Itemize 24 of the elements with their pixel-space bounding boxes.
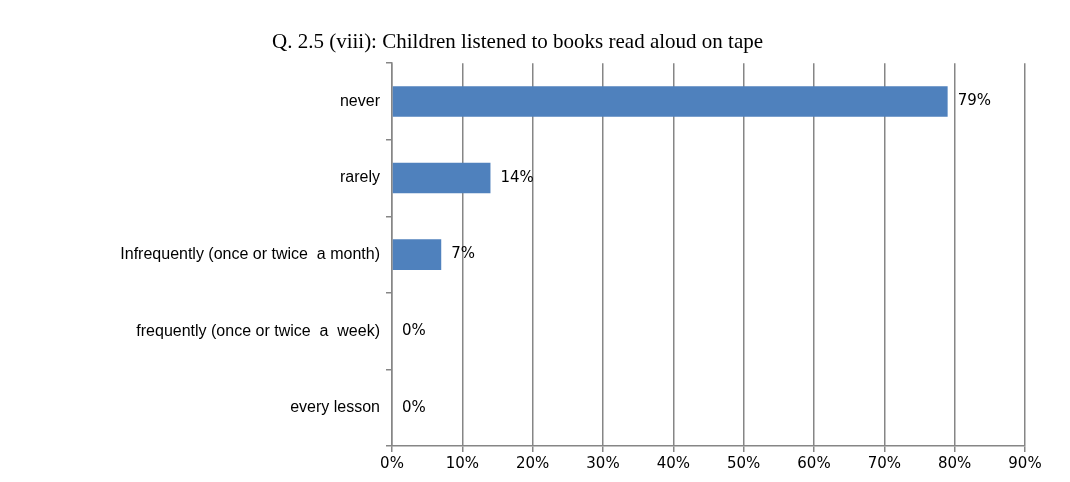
x-tick-label: 10% xyxy=(445,453,480,472)
x-tick-label: 0% xyxy=(380,453,404,472)
x-tick-label: 80% xyxy=(937,453,972,472)
bar xyxy=(392,239,442,270)
data-label: 7% xyxy=(451,244,476,263)
x-tick-label: 40% xyxy=(656,453,691,472)
bar xyxy=(392,86,948,117)
y-tick-label: every lesson xyxy=(290,398,380,416)
y-tick-label: never xyxy=(339,91,381,109)
data-label: 0% xyxy=(402,321,426,340)
x-tick-label: 90% xyxy=(1008,453,1042,472)
x-tick-label: 60% xyxy=(797,453,831,472)
data-label: 0% xyxy=(402,397,426,416)
y-tick-label: frequently (once or twice a week) xyxy=(136,321,380,339)
x-tick-label: 50% xyxy=(726,453,761,472)
data-label: 14% xyxy=(500,167,534,186)
bar xyxy=(392,162,491,194)
y-tick-label: Infrequently (once or twice a month) xyxy=(120,245,380,263)
x-tick-label: 30% xyxy=(586,453,620,472)
chart-title: Q. 2.5 (viii): Children listened to books read aloud on tape xyxy=(271,29,764,54)
x-tick-label: 20% xyxy=(515,453,550,472)
data-label: 79% xyxy=(957,91,991,110)
x-tick-label: 70% xyxy=(867,453,902,472)
y-tick-label: rarely xyxy=(339,168,380,186)
